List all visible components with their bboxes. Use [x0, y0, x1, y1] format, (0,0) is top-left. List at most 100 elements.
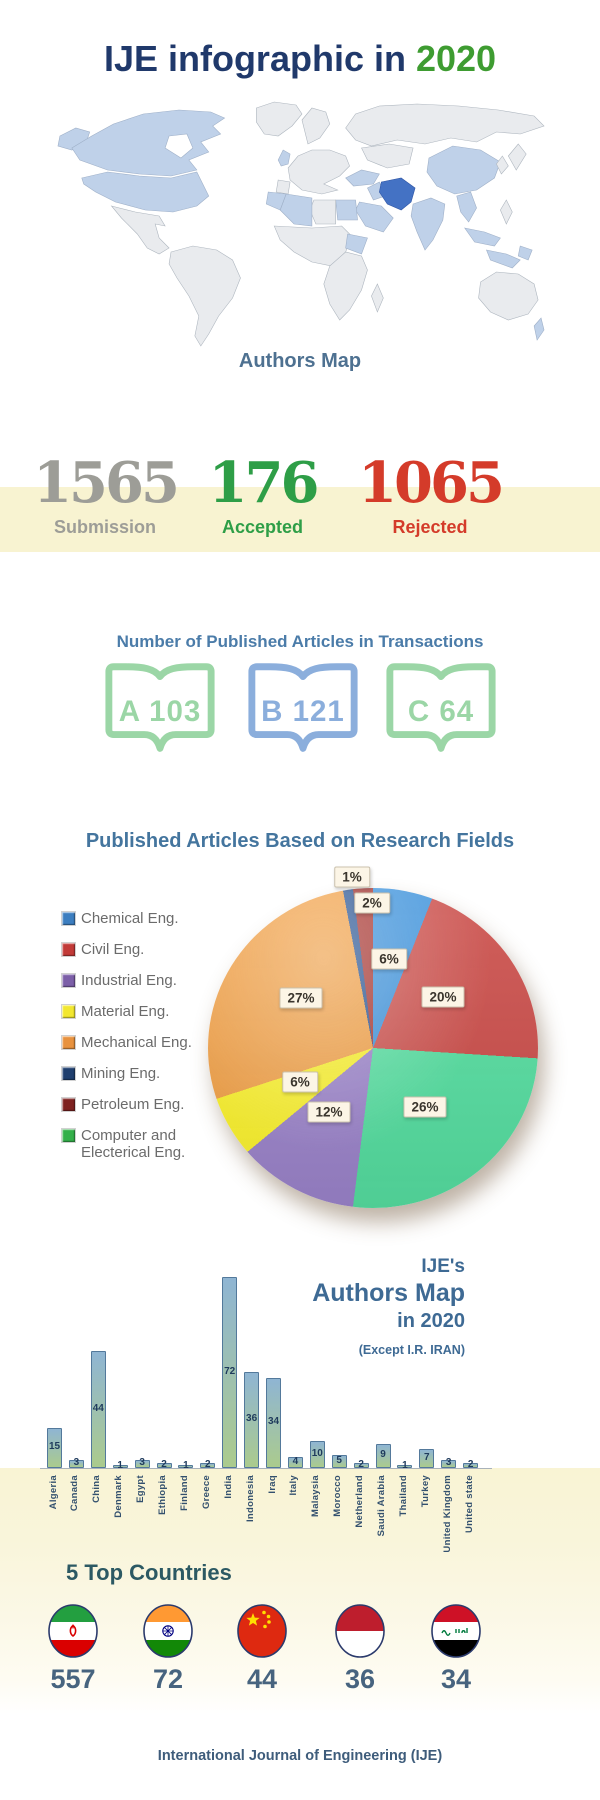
bar-category-label: Canada — [69, 1475, 81, 1512]
bar-malaysia — [309, 1441, 325, 1468]
map-scandinavia — [301, 107, 331, 145]
map-korea — [496, 155, 509, 175]
bar-category-label: Denmark — [113, 1475, 125, 1518]
bar-value-label: 10 — [311, 1447, 323, 1459]
bar-category-label: Malaysia — [310, 1475, 322, 1518]
bar-category-label: Saudi Arabia — [376, 1475, 387, 1537]
map-indonesia — [486, 249, 521, 269]
stat-submission: 1565 Submission — [20, 452, 190, 538]
map-canada — [71, 109, 226, 177]
legend-color-swatch-icon — [61, 1035, 76, 1050]
bar-value-label: 3 — [445, 1457, 452, 1468]
bar-category-label: Ethiopia — [157, 1475, 168, 1515]
legend-label: Material Eng. — [81, 1003, 170, 1020]
bar-category-label: Algeria — [47, 1475, 59, 1510]
bar-united-state — [463, 1463, 479, 1468]
pie-percent-label: 26% — [403, 1096, 447, 1118]
map-south-africa — [323, 251, 368, 321]
bar-chart-title-line2: Authors Map — [312, 1279, 465, 1307]
bar-category-label: Turkey — [419, 1475, 431, 1508]
map-iberia — [275, 179, 291, 195]
map-russia — [345, 103, 545, 147]
map-morocco — [265, 191, 287, 211]
transactions-heading: Number of Published Articles in Transact… — [116, 632, 484, 651]
book-icon-transaction-a: A 103 — [101, 658, 219, 764]
stat-submission-value: 1565 — [33, 450, 180, 516]
bar-category-label: United Kingdom — [441, 1475, 453, 1553]
stat-accepted: 176 Accepted — [180, 452, 345, 538]
book-icon-transaction-b: B 121 — [244, 658, 362, 764]
map-usa — [81, 171, 210, 213]
legend-item: Chemical Eng. — [61, 910, 222, 927]
map-ethiopia — [345, 233, 368, 255]
legend-item: Civil Eng. — [61, 941, 222, 958]
legend-color-swatch-icon — [61, 942, 76, 957]
legend-color-swatch-icon — [61, 973, 76, 988]
map-india — [410, 197, 446, 251]
top-countries-heading: 5 Top Countries — [66, 1560, 232, 1585]
legend-item: Material Eng. — [61, 1003, 222, 1020]
map-mexico — [110, 205, 170, 255]
bar-category-label: China — [91, 1475, 103, 1503]
flag-indonesia — [335, 1604, 385, 1658]
bar-egypt — [134, 1460, 150, 1468]
bar-chart-axis-line — [40, 1468, 492, 1469]
legend-label: Chemical Eng. — [81, 910, 179, 927]
bar-value-label: 1 — [183, 1459, 189, 1471]
legend-label: Industrial Eng. — [81, 972, 177, 989]
top-country-value-indonesia: 36 — [344, 1664, 376, 1694]
bar-turkey — [419, 1449, 435, 1468]
pie-percent-label: 20% — [421, 986, 465, 1008]
pie-percent-label: 6% — [371, 948, 407, 970]
pie-percent-label: 6% — [282, 1071, 318, 1093]
map-saudi-arabia — [355, 201, 394, 233]
map-indonesia-east — [517, 245, 533, 261]
page-title-year: 2020 — [415, 38, 497, 79]
pie-percent-label: 12% — [307, 1101, 351, 1123]
bar-value-label: 3 — [139, 1457, 145, 1468]
legend-label: Mining Eng. — [81, 1065, 161, 1082]
bar-iraq — [266, 1378, 281, 1468]
bar-category-label: Finland — [178, 1475, 190, 1511]
bar-category-label: Greece — [200, 1475, 212, 1510]
bar-value-label: 36 — [246, 1413, 258, 1424]
bar-morocco — [331, 1455, 347, 1468]
bar-category-label: Indonesia — [244, 1475, 256, 1523]
map-china — [426, 145, 501, 195]
legend-item: Industrial Eng. — [61, 972, 222, 989]
legend-color-swatch-icon — [61, 911, 76, 926]
bar-chart-title-line4: (Except I.R. IRAN) — [358, 1343, 465, 1357]
bar-china — [90, 1351, 106, 1468]
bar-greece — [200, 1463, 216, 1468]
map-libya — [309, 199, 337, 225]
top-country-value-iraq: 34 — [440, 1664, 472, 1694]
stat-accepted-value: 176 — [208, 450, 320, 516]
legend-color-swatch-icon — [61, 1128, 76, 1143]
bar-value-label: 44 — [92, 1402, 104, 1414]
bar-value-label: 15 — [48, 1441, 61, 1452]
top-country-value-china: 44 — [246, 1664, 278, 1694]
pie-percent-label: 1% — [334, 866, 370, 888]
stat-rejected-value: 1065 — [358, 450, 505, 516]
top-country-value-india: 72 — [152, 1664, 184, 1694]
page-title-prefix: IJE infographic in — [103, 38, 416, 79]
legend-label: Petroleum Eng. — [81, 1096, 185, 1113]
top-country-value-iran: 557 — [50, 1664, 96, 1694]
bar-value-label: 2 — [358, 1458, 364, 1470]
map-central-asia — [361, 143, 414, 169]
legend-color-swatch-icon — [61, 1004, 76, 1019]
pie-percent-label: 2% — [354, 892, 390, 914]
bar-value-label: 2 — [161, 1458, 167, 1470]
bar-canada — [68, 1460, 84, 1468]
research-fields-pie-chart — [208, 888, 538, 1208]
bar-labels-highlight-band — [0, 1468, 600, 1714]
bar-category-label: India — [222, 1475, 234, 1499]
legend-color-swatch-icon — [61, 1066, 76, 1081]
svg-text:C 64: C 64 — [408, 695, 474, 728]
legend-label: Computer and Electerical Eng. — [81, 1127, 186, 1161]
bar-value-label: 72 — [224, 1365, 236, 1377]
svg-text:B 121: B 121 — [261, 695, 345, 728]
legend-item: Computer and Electerical Eng. — [61, 1127, 222, 1161]
bar-italy — [287, 1457, 303, 1468]
